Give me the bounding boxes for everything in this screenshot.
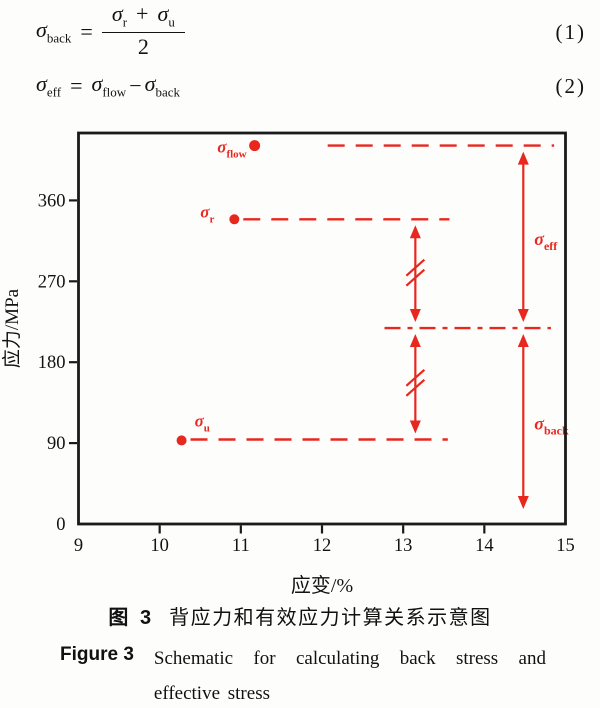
x-tick-label: 13 bbox=[394, 536, 413, 556]
caption-cn-text: 背应力和有效应力计算关系示意图 bbox=[169, 607, 492, 629]
x-tick-label: 10 bbox=[150, 536, 169, 556]
point-flow bbox=[249, 140, 261, 152]
point-u bbox=[176, 435, 187, 446]
label-sigma-back: σback bbox=[534, 414, 569, 438]
x-tick-label: 11 bbox=[232, 536, 250, 556]
eq1-denominator: 2 bbox=[137, 33, 149, 59]
eq1-numerator: σr + σu bbox=[101, 2, 185, 33]
y-tick-label: 0 bbox=[56, 515, 65, 535]
eff-arrowhead-top bbox=[517, 151, 529, 165]
eq2-term-flow: σflow bbox=[91, 71, 127, 100]
equal-lower-break-mark bbox=[405, 378, 426, 397]
eq2-equals: = bbox=[70, 73, 83, 98]
x-tick-label: 14 bbox=[475, 536, 494, 556]
y-tick-label: 360 bbox=[38, 191, 66, 211]
caption-english: Figure 3 Schematic for calculating back … bbox=[60, 641, 546, 708]
caption-en-label: Figure 3 bbox=[60, 644, 134, 665]
equal-upper-break-mark bbox=[405, 258, 426, 277]
back-arrowhead-bottom bbox=[517, 496, 529, 510]
eff-arrowhead-bottom bbox=[517, 309, 529, 323]
label-sigma-r: σr bbox=[200, 202, 214, 225]
caption-chinese: 图 3 背应力和有效应力计算关系示意图 bbox=[0, 601, 600, 630]
eq2-number: (2) bbox=[555, 73, 586, 98]
equal-upper-break-mark bbox=[405, 268, 426, 287]
back-arrowhead-top bbox=[517, 334, 529, 348]
eq2-lhs: σeff bbox=[36, 71, 62, 100]
label-sigma-flow: σflow bbox=[217, 138, 246, 161]
equal-lower-arrowhead-bottom bbox=[409, 420, 421, 434]
x-axis-title: 应变/% bbox=[291, 574, 353, 597]
x-tick-label: 12 bbox=[313, 536, 332, 556]
equal-upper-arrowhead-bottom bbox=[409, 309, 421, 323]
equal-upper-arrowhead-top bbox=[409, 225, 421, 239]
x-tick-label: 9 bbox=[74, 536, 83, 556]
curve-flow-plateau bbox=[256, 143, 325, 147]
caption-cn-label: 图 3 bbox=[108, 607, 155, 629]
eq1-lhs: σback bbox=[36, 17, 72, 46]
equation-2: σeff = σflow − σback (2) bbox=[36, 68, 586, 104]
plot-frame bbox=[77, 131, 567, 526]
equal-lower-arrowhead-top bbox=[409, 334, 421, 348]
equation-1: σback = σr + σu 2 (1) bbox=[36, 0, 586, 64]
eq1-fraction: σr + σu 2 bbox=[101, 2, 185, 59]
equal-lower-break-mark bbox=[405, 368, 426, 387]
eq2-minus: − bbox=[129, 73, 142, 98]
caption-en-text: Schematic for calculating back stress an… bbox=[153, 648, 546, 705]
eq1-number: (1) bbox=[555, 19, 586, 44]
label-sigma-eff: σeff bbox=[534, 229, 558, 253]
y-axis-title: 应力/MPa bbox=[1, 288, 23, 368]
y-tick-label: 90 bbox=[47, 434, 66, 454]
y-tick-label: 270 bbox=[38, 272, 66, 292]
eq2-term-back: σback bbox=[144, 71, 181, 100]
eq1-equals: = bbox=[80, 19, 93, 44]
label-sigma-u: σu bbox=[195, 411, 210, 434]
point-r bbox=[229, 214, 240, 225]
y-tick-label: 180 bbox=[38, 353, 66, 373]
x-tick-label: 15 bbox=[556, 536, 575, 556]
stress-strain-chart: σeff σback σflow σr σu 9 10 11 12 13 14 15 0 90 180 270… bbox=[1, 131, 575, 597]
